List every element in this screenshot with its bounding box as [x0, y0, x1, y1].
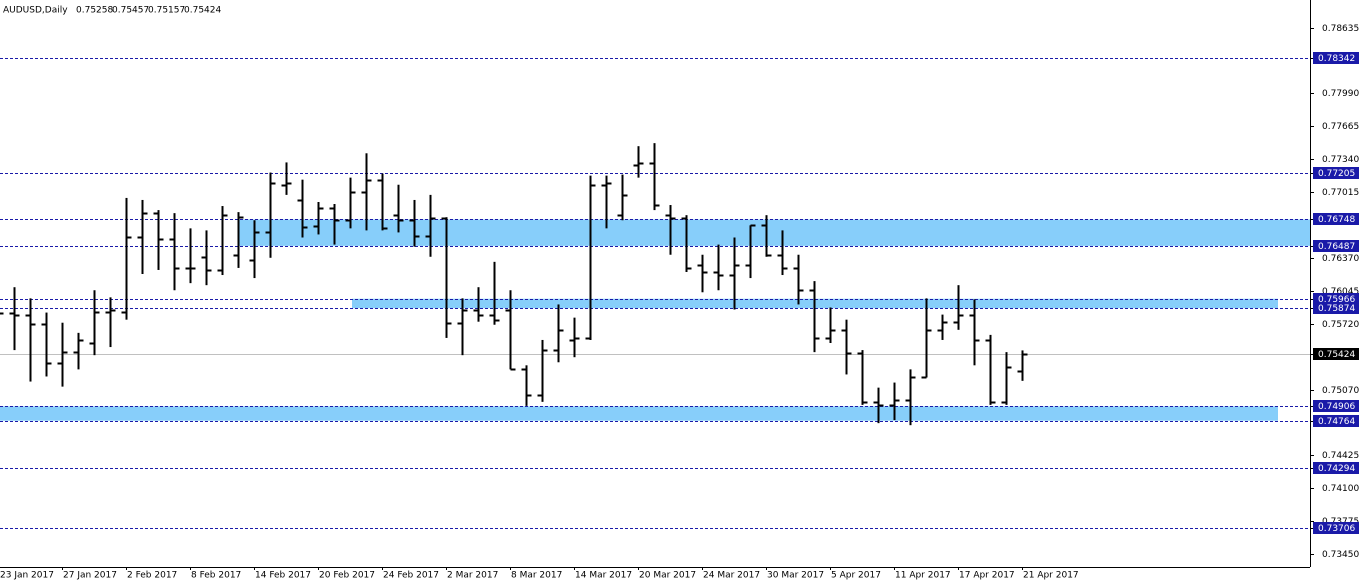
level-label: 0.74906	[1318, 402, 1355, 412]
level-label-bg	[1313, 462, 1359, 474]
level-label: 0.78342	[1318, 54, 1355, 64]
x-tick-label: 5 Apr 2017	[831, 571, 881, 581]
level-label-bg	[1313, 240, 1359, 252]
level-label: 0.73706	[1318, 524, 1355, 534]
ohlc-close: 0.75424	[184, 6, 221, 16]
x-tick-label: 20 Mar 2017	[639, 571, 696, 581]
zone	[0, 406, 1278, 421]
level-label-bg	[1313, 415, 1359, 427]
x-tick-label: 24 Feb 2017	[383, 571, 439, 581]
y-tick-label: 0.74425	[1322, 451, 1359, 461]
level-label-bg	[1313, 302, 1359, 314]
level-label: 0.77205	[1318, 169, 1355, 179]
level-label-bg	[1313, 522, 1359, 534]
level-label-bg	[1313, 167, 1359, 179]
x-tick-label: 27 Jan 2017	[63, 571, 117, 581]
y-tick-label: 0.77990	[1322, 89, 1359, 99]
x-tick-label: 14 Mar 2017	[575, 571, 632, 581]
ohlc-open: 0.75258	[76, 6, 113, 16]
y-tick-label: 0.77015	[1322, 188, 1359, 198]
zone	[238, 219, 1310, 246]
ohlc-low: 0.75157	[148, 6, 185, 16]
y-tick-label: 0.74100	[1322, 484, 1359, 494]
x-tick-label: 21 Apr 2017	[1023, 571, 1079, 581]
y-tick-label: 0.76370	[1322, 254, 1359, 264]
y-tick-label: 0.77340	[1322, 155, 1359, 165]
x-tick-label: 30 Mar 2017	[767, 571, 824, 581]
level-label: 0.75966	[1318, 295, 1355, 305]
ohlc-high: 0.75457	[112, 6, 149, 16]
level-label-bg	[1313, 400, 1359, 412]
y-tick-label: 0.77665	[1322, 122, 1359, 132]
x-tick-label: 8 Feb 2017	[191, 571, 241, 581]
x-tick-label: 2 Mar 2017	[447, 571, 498, 581]
y-tick-label: 0.78635	[1322, 24, 1359, 34]
level-label-bg	[1313, 52, 1359, 64]
y-tick-label: 0.76045	[1322, 287, 1359, 297]
x-tick-label: 14 Feb 2017	[255, 571, 311, 581]
x-tick-label: 23 Jan 2017	[0, 571, 54, 581]
chart-title: AUDUSD,Daily	[3, 6, 68, 16]
y-tick-label: 0.73450	[1322, 550, 1359, 560]
y-tick-label: 0.75070	[1322, 386, 1359, 396]
x-tick-label: 2 Feb 2017	[127, 571, 177, 581]
y-tick-label: 0.75720	[1322, 320, 1359, 330]
x-tick-label: 17 Apr 2017	[959, 571, 1015, 581]
level-label: 0.76487	[1318, 242, 1355, 252]
level-label-bg	[1313, 213, 1359, 225]
level-label: 0.75874	[1318, 304, 1355, 314]
level-label: 0.74294	[1318, 464, 1355, 474]
x-tick-label: 11 Apr 2017	[895, 571, 951, 581]
level-label: 0.76748	[1318, 215, 1355, 225]
x-tick-label: 20 Feb 2017	[319, 571, 375, 581]
x-tick-label: 24 Mar 2017	[703, 571, 760, 581]
level-label: 0.74764	[1318, 417, 1355, 427]
price-label: 0.75424	[1318, 350, 1355, 360]
x-tick-label: 8 Mar 2017	[511, 571, 562, 581]
price-label-bg	[1313, 348, 1359, 360]
